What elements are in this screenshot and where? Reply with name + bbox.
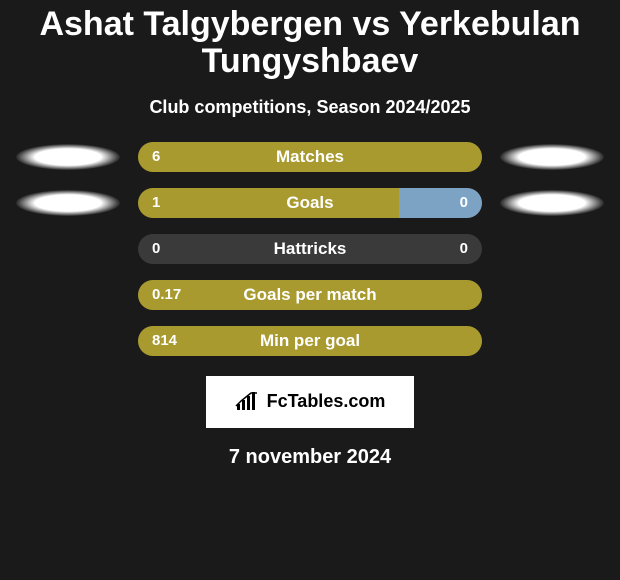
stat-row: 10Goals (10, 188, 610, 218)
player-shadow-left (16, 328, 120, 354)
brand-logo: FcTables.com (206, 376, 414, 428)
stat-row: 6Matches (10, 142, 610, 172)
page-subtitle: Club competitions, Season 2024/2025 (10, 97, 610, 118)
stat-row: 0.17Goals per match (10, 280, 610, 310)
stat-bar: 00Hattricks (138, 234, 482, 264)
player-shadow-left (16, 282, 120, 308)
player-shadow-left (16, 236, 120, 262)
brand-logo-text: FcTables.com (267, 391, 386, 412)
stat-label: Goals per match (138, 280, 482, 310)
page-title: Ashat Talgybergen vs Yerkebulan Tungyshb… (10, 0, 610, 85)
stat-bar: 0.17Goals per match (138, 280, 482, 310)
player-shadow-right (500, 144, 604, 170)
player-shadow-right (500, 236, 604, 262)
player-shadow-right (500, 282, 604, 308)
date-label: 7 november 2024 (10, 446, 610, 469)
stat-bar: 814Min per goal (138, 326, 482, 356)
stat-label: Matches (138, 142, 482, 172)
player-shadow-right (500, 328, 604, 354)
player-shadow-left (16, 144, 120, 170)
stat-bar: 6Matches (138, 142, 482, 172)
stat-label: Min per goal (138, 326, 482, 356)
stat-bar: 10Goals (138, 188, 482, 218)
stat-row: 814Min per goal (10, 326, 610, 356)
comparison-card: Ashat Talgybergen vs Yerkebulan Tungyshb… (0, 0, 620, 580)
chart-icon (235, 392, 261, 412)
stat-row: 00Hattricks (10, 234, 610, 264)
player-shadow-left (16, 190, 120, 216)
player-shadow-right (500, 190, 604, 216)
stat-label: Hattricks (138, 234, 482, 264)
stat-rows-container: 6Matches 10Goals 00Hattricks 0.17Goals per … (10, 142, 610, 356)
stat-label: Goals (138, 188, 482, 218)
